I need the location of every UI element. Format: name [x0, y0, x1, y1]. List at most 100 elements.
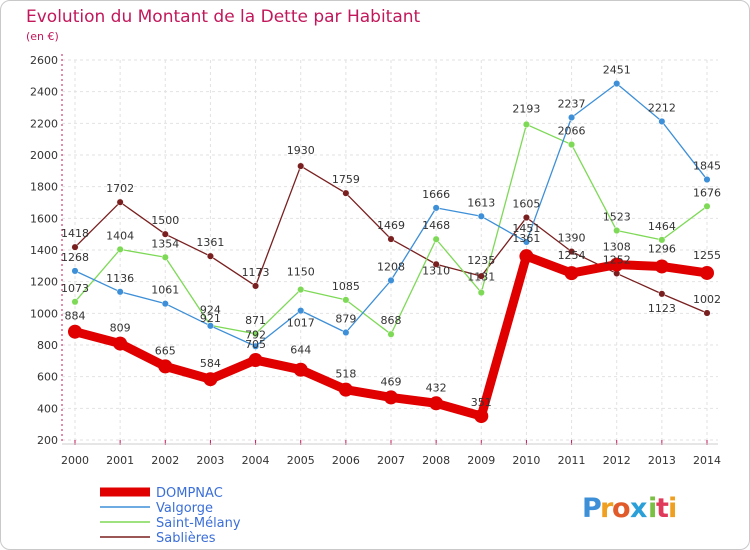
data-point [477, 289, 485, 297]
data-point [158, 359, 173, 374]
data-label: 1310 [422, 264, 450, 277]
data-point [342, 189, 350, 197]
svg-text:o: o [612, 493, 631, 524]
data-label: 1123 [648, 302, 676, 315]
data-label: 884 [65, 310, 86, 323]
data-point [297, 307, 305, 315]
data-point [429, 396, 444, 411]
y-tick-label: 400 [37, 402, 58, 415]
data-label: 1252 [603, 253, 631, 266]
data-point [613, 226, 621, 235]
data-point [658, 290, 666, 298]
data-point [293, 362, 308, 377]
data-label: 1136 [106, 272, 134, 285]
data-label: 1354 [151, 237, 179, 250]
data-point [252, 282, 260, 290]
data-point [252, 342, 260, 350]
data-label: 868 [381, 314, 402, 327]
data-point [297, 286, 305, 294]
data-point [522, 238, 530, 246]
data-point [477, 272, 485, 280]
x-tick-label: 2005 [287, 454, 315, 467]
data-label: 1468 [422, 219, 450, 232]
data-label: 1073 [61, 282, 89, 295]
y-tick-label: 1200 [30, 276, 58, 289]
data-point [654, 259, 669, 274]
data-label: 1390 [558, 232, 586, 245]
svg-text:i: i [668, 493, 677, 524]
data-label: 705 [245, 338, 266, 351]
data-point [116, 245, 124, 253]
data-label: 871 [245, 314, 266, 327]
data-point [564, 266, 579, 281]
data-point [700, 265, 714, 280]
x-tick-label: 2004 [242, 454, 270, 467]
y-tick-label: 1600 [30, 212, 58, 225]
data-point [387, 235, 395, 243]
data-label: 1002 [693, 293, 721, 306]
data-label: 1666 [422, 188, 450, 201]
y-tick-label: 1800 [30, 181, 58, 194]
y-tick-label: 2200 [30, 117, 58, 130]
data-point [658, 236, 666, 244]
data-point [342, 328, 350, 337]
data-point [387, 330, 395, 338]
data-point [206, 322, 214, 330]
data-label: 1845 [693, 160, 721, 173]
data-point [113, 336, 128, 351]
data-label: 469 [381, 375, 402, 388]
data-label: 809 [110, 322, 131, 335]
svg-text:x: x [630, 493, 647, 524]
data-point [703, 175, 711, 184]
data-label: 1235 [467, 254, 495, 267]
data-label: 1404 [106, 229, 134, 242]
data-point [568, 141, 576, 149]
data-label: 1255 [693, 249, 721, 262]
data-point [568, 113, 576, 122]
svg-text:P: P [582, 493, 602, 524]
data-label: 1930 [287, 144, 315, 157]
data-point [297, 162, 305, 170]
data-label: 1254 [558, 249, 586, 262]
data-label: 2237 [558, 97, 586, 110]
x-tick-label: 2013 [648, 454, 676, 467]
data-point [248, 353, 263, 368]
data-point [658, 117, 666, 125]
label-layer: 1418 1702 1500 1361 1173 1930 1759 1469 1310 1235… [61, 64, 721, 410]
data-label: 792 [245, 328, 266, 341]
data-label: 1702 [106, 182, 134, 195]
data-label: 879 [335, 312, 356, 325]
data-label: 1268 [61, 251, 89, 264]
y-tick-label: 800 [37, 339, 58, 352]
data-point [342, 296, 350, 304]
data-label: 351 [471, 396, 492, 409]
data-point [71, 298, 79, 306]
svg-text:r: r [600, 493, 614, 524]
data-point [161, 253, 169, 261]
data-label: 1017 [287, 317, 315, 330]
data-label: 1361 [196, 236, 224, 249]
chart-title: Evolution du Montant de la Dette par Hab… [26, 7, 421, 27]
svg-text:t: t [656, 493, 669, 524]
data-point [703, 202, 711, 210]
grid-layer [62, 59, 718, 441]
data-label: 1150 [287, 266, 315, 279]
data-point [522, 120, 530, 128]
data-point [568, 248, 576, 256]
y-tick-label: 2600 [30, 54, 58, 67]
data-label: 1605 [512, 198, 540, 211]
data-point [609, 257, 624, 272]
data-label: 518 [335, 368, 356, 381]
data-point [387, 276, 395, 284]
data-label: 2066 [558, 125, 586, 138]
data-point [206, 252, 214, 260]
data-point [161, 300, 169, 308]
data-point [477, 212, 485, 220]
data-point [71, 243, 79, 251]
x-tick-label: 2000 [61, 454, 89, 467]
data-point [474, 409, 489, 424]
data-point [432, 260, 440, 268]
proxiti-logo: P r o x i t i [582, 493, 677, 524]
data-label: 1296 [648, 242, 676, 255]
